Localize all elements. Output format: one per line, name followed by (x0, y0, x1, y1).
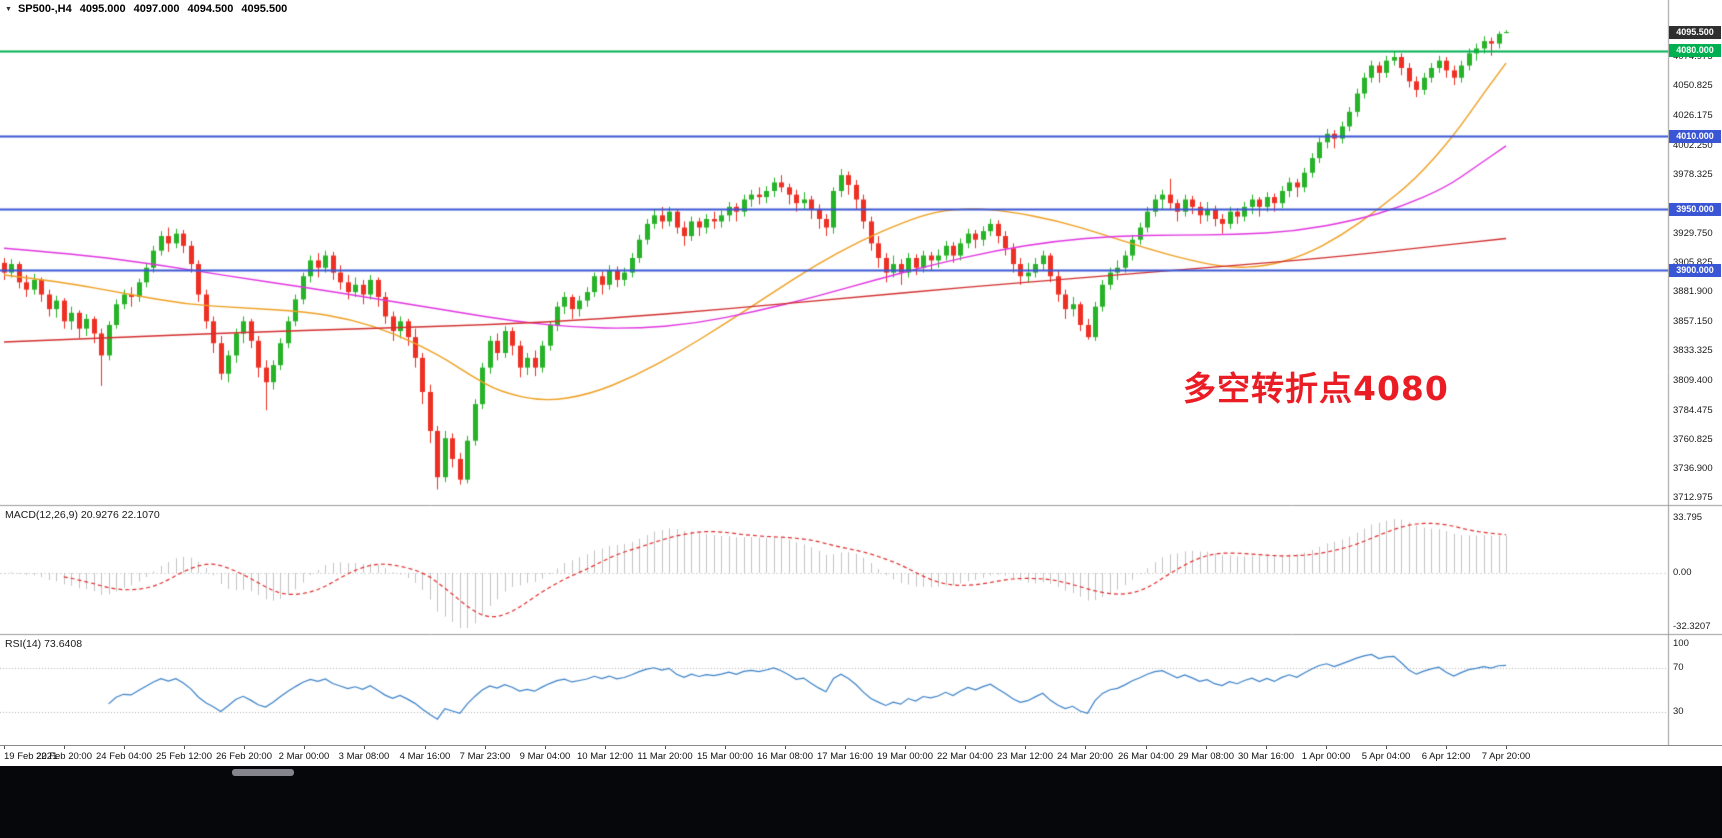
time-tick (244, 746, 245, 749)
bottom-strip (0, 766, 1722, 838)
time-axis-label: 11 Mar 20:00 (637, 751, 693, 762)
price-scale-label: 3712.975 (1673, 491, 1713, 503)
time-tick (1506, 746, 1507, 749)
time-axis-label: 4 Mar 16:00 (399, 751, 451, 762)
time-axis-label: 2 Mar 00:00 (278, 751, 330, 762)
price-line-tag: 4080.000 (1669, 44, 1721, 58)
time-axis-label: 30 Mar 16:00 (1238, 751, 1294, 762)
time-tick (1206, 746, 1207, 749)
macd-indicator-label: MACD(12,26,9) 20.9276 22.1070 (5, 509, 160, 521)
price-scale-label: 3736.900 (1673, 462, 1713, 474)
time-tick (1085, 746, 1086, 749)
time-axis-label: 17 Mar 16:00 (817, 751, 873, 762)
time-axis-label: 26 Mar 04:00 (1118, 751, 1174, 762)
current-price-tag: 4095.500 (1669, 25, 1721, 39)
time-tick (4, 746, 5, 749)
macd-scale-zero-label: 0.00 (1673, 567, 1692, 578)
time-axis-label: 24 Feb 04:00 (96, 751, 152, 762)
time-axis-label: 22 Mar 04:00 (937, 751, 993, 762)
ohlc-high-value: 4097.000 (133, 3, 180, 15)
ohlc-open-value: 4095.000 (79, 3, 126, 15)
time-axis-label: 23 Mar 12:00 (997, 751, 1053, 762)
time-axis-label: 19 Mar 00:00 (877, 751, 933, 762)
collapse-triangle-icon[interactable]: ▼ (5, 5, 12, 13)
chart-canvas[interactable] (0, 0, 1722, 745)
price-line-tag: 3900.000 (1669, 263, 1721, 277)
time-axis-label: 3 Mar 08:00 (338, 751, 390, 762)
time-tick (425, 746, 426, 749)
time-tick (64, 746, 65, 749)
time-axis-label: 10 Mar 12:00 (577, 751, 633, 762)
ohlc-close-value: 4095.500 (241, 3, 288, 15)
symbol-timeframe-label: SP500-,H4 (17, 3, 72, 15)
time-axis-label: 19 Feb 2021 (4, 751, 58, 762)
price-scale-label: 3784.475 (1673, 404, 1713, 416)
time-axis-label: 16 Mar 08:00 (757, 751, 813, 762)
price-scale-label: 3978.325 (1673, 168, 1713, 180)
chart-header: ▼ SP500-,H4 4095.000 4097.000 4094.500 4… (5, 3, 287, 15)
price-scale-label: 3857.150 (1673, 316, 1713, 328)
ohlc-low-value: 4094.500 (187, 3, 234, 15)
time-tick (1326, 746, 1327, 749)
time-axis-label: 22 Feb 20:00 (36, 751, 92, 762)
horizontal-scrollbar-thumb[interactable] (232, 769, 294, 776)
time-tick (1146, 746, 1147, 749)
rsi-indicator-label: RSI(14) 73.6408 (5, 638, 83, 650)
rsi-scale-label: 30 (1673, 705, 1684, 717)
time-tick (1266, 746, 1267, 749)
time-axis: 19 Feb 2021 22 Feb 20:00 24 Feb 04:00 25 Fe… (0, 745, 1668, 766)
time-tick (364, 746, 365, 749)
price-scale-label: 3929.750 (1673, 227, 1713, 239)
time-tick (785, 746, 786, 749)
time-axis-label: 5 Apr 04:00 (1361, 751, 1411, 762)
time-tick (845, 746, 846, 749)
price-scale-label: 3809.400 (1673, 374, 1713, 386)
time-tick (124, 746, 125, 749)
price-scale-label: 4050.825 (1673, 80, 1713, 92)
axis-corner (1668, 745, 1722, 767)
time-tick (965, 746, 966, 749)
time-tick (485, 746, 486, 749)
time-axis-label: 7 Mar 23:00 (459, 751, 511, 762)
time-tick (1446, 746, 1447, 749)
macd-scale-min-label: -32.3207 (1673, 621, 1711, 632)
time-tick (905, 746, 906, 749)
price-scale-label: 4002.250 (1673, 139, 1713, 151)
time-axis-label: 9 Mar 04:00 (519, 751, 571, 762)
time-tick (184, 746, 185, 749)
time-axis-label: 25 Feb 12:00 (156, 751, 212, 762)
time-tick (545, 746, 546, 749)
time-tick (665, 746, 666, 749)
time-tick (725, 746, 726, 749)
price-scale-label: 3881.900 (1673, 286, 1713, 298)
time-axis-label: 26 Feb 20:00 (216, 751, 272, 762)
rsi-scale-label: 100 (1673, 638, 1689, 649)
time-axis-label: 6 Apr 12:00 (1421, 751, 1471, 762)
price-line-tag: 3950.000 (1669, 202, 1721, 216)
time-tick (304, 746, 305, 749)
price-scale-label: 3760.825 (1673, 433, 1713, 445)
time-tick (605, 746, 606, 749)
time-tick (1386, 746, 1387, 749)
time-axis-label: 7 Apr 20:00 (1481, 751, 1531, 762)
rsi-scale-label: 70 (1673, 662, 1684, 674)
chart-annotation-text: 多空转折点4080 (1183, 369, 1449, 408)
time-axis-label: 1 Apr 00:00 (1301, 751, 1351, 762)
price-scale-label: 3905.825 (1673, 257, 1713, 269)
price-scale-label: 3833.325 (1673, 345, 1713, 357)
time-axis-label: 29 Mar 08:00 (1178, 751, 1234, 762)
price-line-tag: 4010.000 (1669, 129, 1721, 143)
macd-scale-max-label: 33.795 (1673, 512, 1703, 523)
price-scale-label: 4026.175 (1673, 110, 1713, 122)
time-tick (1025, 746, 1026, 749)
time-axis-label: 24 Mar 20:00 (1057, 751, 1113, 762)
time-axis-label: 15 Mar 00:00 (697, 751, 753, 762)
